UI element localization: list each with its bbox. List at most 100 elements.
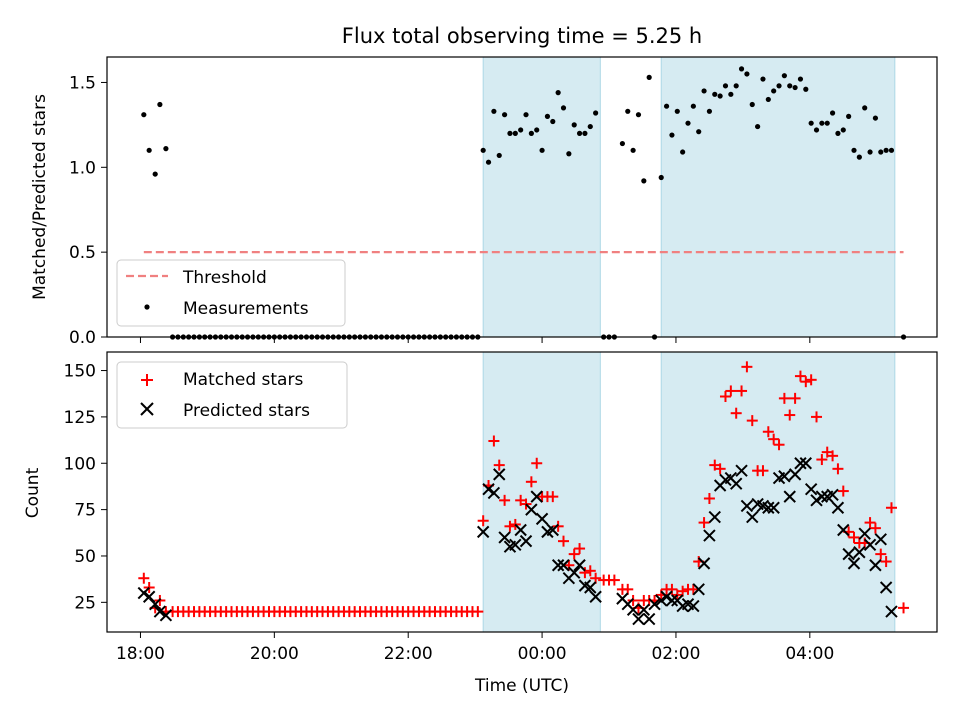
predicted-point (794, 457, 807, 470)
predicted-point (740, 499, 754, 513)
predicted-point (687, 599, 700, 613)
measurement-point (501, 112, 508, 118)
matched-point (746, 415, 758, 427)
measurement-point (776, 83, 782, 89)
measurement-point (867, 149, 873, 155)
measurement-point (587, 123, 593, 130)
matched-point (730, 407, 742, 419)
y-tick-label: 25 (74, 593, 96, 613)
measurement-point (792, 84, 798, 91)
matched-point (762, 426, 774, 438)
x-tick-label: 00:00 (518, 644, 567, 664)
predicted-point (476, 525, 490, 539)
matched-point (800, 376, 812, 388)
bottom-legend: Matched stars Predicted stars (116, 361, 348, 429)
matched-point (827, 450, 839, 462)
predicted-point (762, 501, 775, 514)
matched-point (832, 463, 844, 475)
x-tick-label: 18:00 (116, 644, 165, 664)
predicted-point (837, 523, 850, 537)
predicted-point (697, 557, 711, 570)
measurement-point (635, 112, 642, 118)
measurement-point (856, 154, 862, 160)
matched-point (768, 433, 780, 445)
matched-point (741, 361, 753, 373)
matched-point (552, 520, 564, 532)
matched-point (714, 463, 726, 475)
matched-point (875, 548, 887, 560)
measurement-point (706, 108, 713, 114)
measurement-point (824, 120, 830, 126)
top-ylabel: Matched/Predicted stars (30, 94, 50, 300)
measurement-point (576, 130, 583, 136)
predicted-point (535, 512, 549, 526)
predicted-point (655, 594, 668, 607)
chart-title: Flux total observing time = 5.25 h (342, 24, 702, 48)
matched-point (687, 583, 699, 595)
measurement-point (878, 149, 884, 155)
matched-point (757, 465, 769, 477)
predicted-point (153, 605, 167, 618)
matched-point (880, 556, 892, 568)
predicted-point (874, 533, 887, 546)
measurement-point (685, 120, 691, 126)
predicted-point (853, 546, 866, 559)
y-tick-label: 150 (64, 362, 96, 382)
predicted-point (735, 464, 748, 477)
predicted-point (482, 483, 495, 496)
measurement-point (717, 93, 723, 99)
legend-measurements-marker (144, 304, 150, 310)
predicted-point (637, 603, 651, 616)
x-tick-label: 04:00 (785, 644, 834, 664)
measurement-point (593, 110, 599, 116)
predicted-point (815, 490, 829, 503)
predicted-point (568, 566, 581, 579)
bottom-xlabel: Time (UTC) (474, 676, 569, 696)
measurement-point (658, 174, 664, 181)
x-tick-label: 02:00 (651, 644, 700, 664)
measurement-point (646, 74, 652, 80)
predicted-point (708, 510, 721, 524)
measurement-point (797, 76, 804, 82)
measurement-point (663, 103, 670, 109)
predicted-point (660, 590, 673, 603)
matched-point (558, 535, 569, 547)
measurement-point (619, 140, 626, 147)
matched-point (608, 574, 620, 586)
measurement-point (787, 83, 793, 89)
matched-point (885, 502, 897, 514)
top-panel: 0.0 0.5 1.0 1.5 Matched/Predicted stars Thr… (30, 56, 938, 348)
shaded-interval-0 (482, 56, 601, 338)
matched-point (568, 548, 580, 560)
matched-point (579, 567, 591, 579)
predicted-point (746, 510, 759, 524)
matched-point (784, 409, 796, 421)
measurement-point (835, 130, 841, 136)
measurement-point (534, 127, 540, 133)
legend-measurements-label: Measurements (183, 299, 309, 319)
predicted-point (498, 531, 511, 544)
matched-point (778, 392, 790, 404)
predicted-point (557, 559, 570, 572)
predicted-point (648, 597, 661, 611)
y-tick-label: 100 (64, 454, 96, 474)
matched-point (531, 457, 543, 469)
measurement-point (571, 122, 577, 128)
measurement-point (872, 115, 879, 121)
predicted-point (584, 581, 597, 594)
predicted-point (729, 477, 743, 490)
measurement-point (690, 103, 696, 109)
bottom-panel: 18:00 20:00 22:00 00:00 02:00 04:00 25 50 75 100… (23, 351, 938, 696)
matched-point (666, 583, 678, 595)
y-tick-label: 50 (74, 547, 96, 567)
legend-threshold-label: Threshold (182, 268, 267, 288)
measurement-point (749, 101, 755, 108)
predicted-point (842, 547, 855, 561)
measurement-point (808, 120, 814, 126)
predicted-point (642, 612, 656, 626)
measurement-point (485, 159, 492, 165)
measurement-point (669, 132, 675, 138)
measurement-point (496, 152, 502, 159)
matched-point (504, 520, 516, 532)
measurement-point (771, 88, 777, 94)
